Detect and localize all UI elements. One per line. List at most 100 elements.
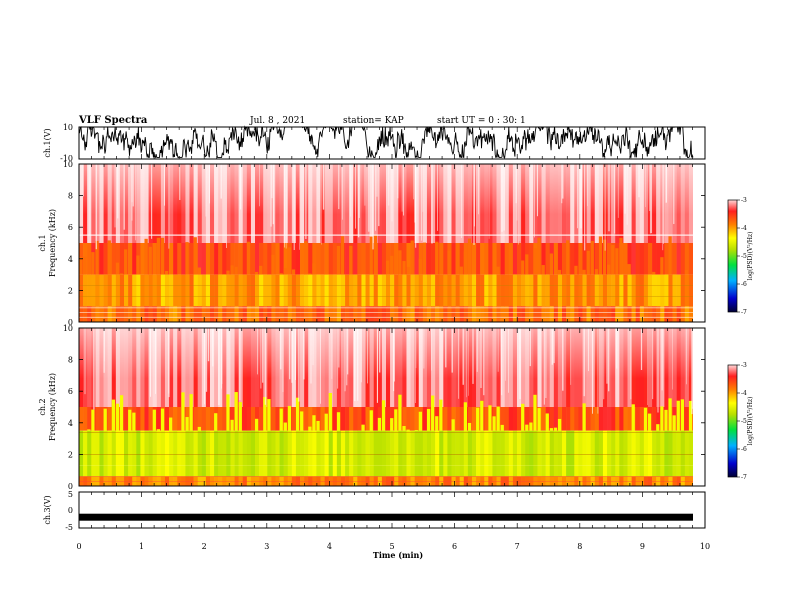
spec-cell [189,306,194,322]
spec-cell [189,243,194,275]
spec-cell [426,430,432,477]
spec-cell [652,243,657,275]
spec-streak [271,254,275,275]
spec-cell [250,407,256,431]
spec-cell [205,430,211,477]
spec-cell [492,430,497,477]
spec-cell [574,407,579,431]
spec-cell [553,306,559,322]
spec-cell [394,306,399,322]
spec-streak [435,241,439,275]
spec-cell [209,274,215,307]
spec-streak [361,424,365,431]
ch3-ytick-5: 5 [68,490,73,499]
spec-cell [386,274,391,307]
spec-cell [381,306,387,322]
spec-streak [287,405,292,431]
spec-streak [435,416,439,431]
spec-streak [541,265,545,275]
spec-cell [267,430,272,477]
spec-cell [643,306,649,322]
spec-cell [574,430,579,477]
spec-cell [443,430,448,477]
spec-cell [103,430,108,477]
spec-cell [373,306,379,322]
spec-cell [435,306,440,322]
spec-streak [447,250,451,275]
spec-streak [525,254,529,275]
spec-cell [332,430,338,477]
spec-cell [480,243,485,275]
spec-cell [124,306,129,322]
spec-cell [205,274,211,307]
spec-cell [545,430,551,477]
spec-cell [402,407,407,431]
spec-cell [181,243,186,275]
spec-cell [316,243,321,275]
spec-streak [451,419,455,431]
spec-cell [124,430,129,477]
spec-cell [688,306,694,322]
spec-cell [209,430,215,477]
spec-cell [340,430,346,477]
spec-cell [508,306,514,322]
spec-streak [582,269,586,275]
spec-cell [197,407,203,431]
spec-streak [467,238,472,275]
spec-cell [529,306,534,322]
spec-cell [332,274,338,307]
x-tick-label: 4 [327,542,332,551]
ch1-spec-ylabel-a: ch.1 [38,234,47,251]
spec-cell [169,243,174,275]
spec-streak [91,409,95,431]
spec-cell [316,306,321,322]
spec-cell [250,243,256,275]
spec-cell [586,274,591,307]
spec-cell [304,274,309,307]
spec-cell [660,274,665,307]
spec-cell [615,407,620,431]
spec-cell [615,306,620,322]
spec-cell [516,306,522,322]
spec-cell [418,306,424,322]
spec-cell [467,407,473,431]
spec-cell [557,430,563,477]
spec-cell [578,430,583,477]
spec-streak [676,400,680,431]
spec-cell [91,430,96,477]
spec-cell [214,306,219,322]
spec-streak [476,407,480,431]
spec-cell [463,430,469,477]
spec-cell [684,407,690,431]
spec-cell [406,274,411,307]
spec-cell [214,243,219,275]
spec-cell [140,243,145,275]
spec-cell [386,430,391,477]
colorbar-tick-label: -7 [741,309,747,316]
spec-cell [439,274,444,307]
spec-cell [173,306,178,322]
spec-streak [652,271,656,275]
spec-cell [529,243,534,275]
spec-cell [496,274,501,307]
spec-cell [267,243,272,275]
spec-cell [87,243,92,275]
spec-cell [492,243,497,275]
spec-cell [406,306,411,322]
spec-streak [390,418,394,431]
spec-streak [459,266,463,275]
spec-cell [83,306,88,322]
spec-cell [406,430,411,477]
spec-cell [107,274,113,307]
spec-cell [471,430,477,477]
spec-cell [439,306,444,322]
spec-cell [451,430,456,477]
spec-cell [124,407,129,431]
spec-streak [160,408,165,431]
spec-cell [128,430,133,477]
spec-cell [545,243,551,275]
spec-cell [680,306,686,322]
spec-cell [250,306,256,322]
spec-streak [537,237,541,275]
ch2-colorbar: -3 -4 -5 -6 -7 log(PSD)(V²/Hz) [727,362,754,481]
